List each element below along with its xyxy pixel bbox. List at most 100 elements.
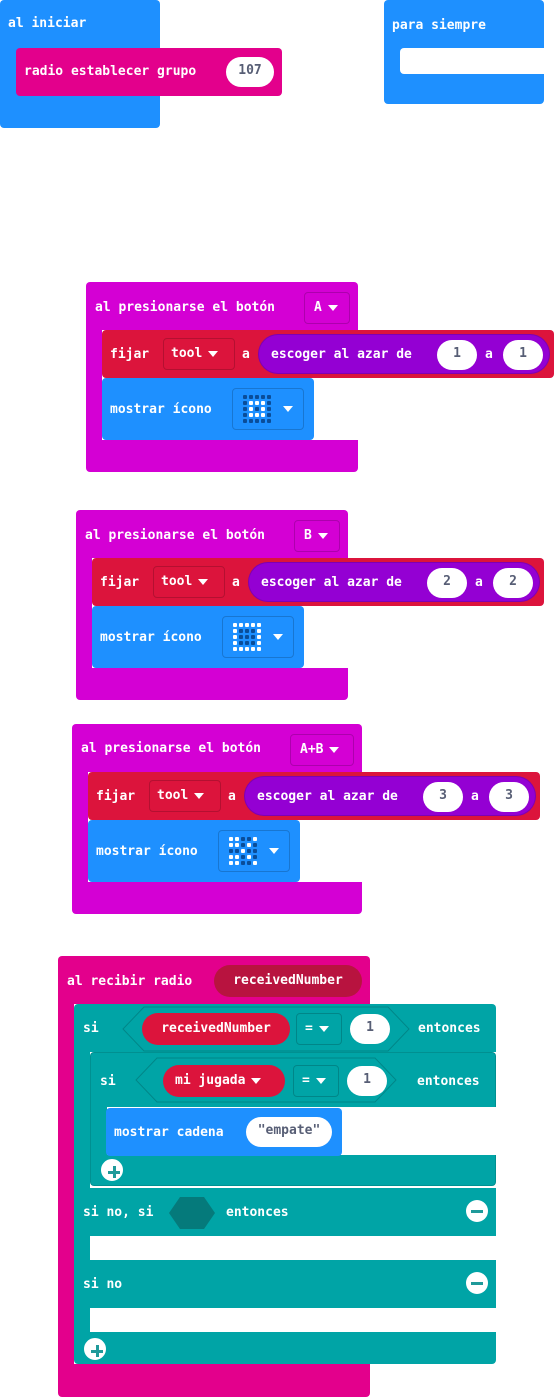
icon-dropdown[interactable] [218, 830, 290, 872]
show-icon-label: mostrar ícono [100, 630, 202, 645]
square-icon [232, 622, 264, 654]
fill-slot [90, 1308, 496, 1332]
radio-set-group-block[interactable]: radio establecer grupo 107 [16, 48, 282, 96]
show-icon-block-b[interactable]: mostrar ícono [92, 606, 304, 668]
icon-dropdown[interactable] [222, 616, 294, 658]
random-to-input[interactable]: 1 [503, 340, 543, 370]
random-to-input[interactable]: 2 [493, 568, 533, 598]
led-off [241, 837, 245, 841]
led-off [243, 401, 247, 405]
led-on [261, 401, 265, 405]
pick-random-block[interactable]: escoger al azar de 3 a 3 [244, 776, 536, 816]
led-on [257, 623, 261, 627]
led-on [255, 401, 259, 405]
tool-variable-dropdown[interactable]: tool [153, 566, 225, 598]
show-icon-label: mostrar ícono [110, 402, 212, 417]
chevron-down-icon [318, 1025, 329, 1032]
radio-group-number-input[interactable]: 107 [226, 57, 274, 87]
led-on [257, 629, 261, 633]
radio-set-group-label: radio establecer grupo [24, 64, 197, 79]
icon-dropdown[interactable] [232, 388, 304, 430]
pick-random-label: escoger al azar de [271, 347, 412, 362]
show-string-block[interactable]: mostrar cadena "empate" [106, 1108, 342, 1156]
received-number-param-label: receivedNumber [233, 973, 343, 988]
set-tool-block-ab[interactable]: fijar tool a escoger al azar de 3 a 3 [88, 772, 540, 820]
remove-else-icon[interactable] [466, 1272, 488, 1294]
random-to-input[interactable]: 3 [489, 782, 529, 812]
show-icon-block-a[interactable]: mostrar ícono [102, 378, 314, 440]
led-off [241, 861, 245, 865]
led-on [257, 635, 261, 639]
random-from-input[interactable]: 3 [423, 782, 463, 812]
led-off [251, 635, 255, 639]
to-label: a [228, 789, 236, 804]
led-on [257, 647, 261, 651]
led-off [245, 635, 249, 639]
received-number-param[interactable]: receivedNumber [214, 965, 362, 997]
set-tool-block-b[interactable]: fijar tool a escoger al azar de 2 a 2 [92, 558, 544, 606]
else-label: si no [83, 1277, 123, 1292]
tool-variable-dropdown[interactable]: tool [163, 338, 235, 370]
led-off [247, 837, 251, 841]
received-number-variable[interactable]: receivedNumber [142, 1013, 290, 1045]
led-off [243, 407, 247, 411]
forever-label: para siempre [392, 18, 486, 33]
led-on [235, 837, 239, 841]
inner-then-label: entonces [417, 1074, 480, 1089]
show-icon-block-ab[interactable]: mostrar ícono [88, 820, 300, 882]
button-b-dropdown[interactable]: B [294, 520, 340, 552]
chevron-down-icon [198, 578, 209, 585]
led-on [233, 635, 237, 639]
set-label: fijar [100, 575, 140, 590]
empty-condition-slot[interactable] [168, 1196, 216, 1230]
chevron-down-icon [269, 847, 279, 854]
forever-block[interactable]: para siempre [384, 0, 544, 104]
scissors-icon [228, 836, 260, 868]
pick-random-block[interactable]: escoger al azar de 2 a 2 [248, 562, 540, 602]
forever-empty-slot [400, 48, 544, 74]
random-from-input[interactable]: 2 [427, 568, 467, 598]
led-off [253, 843, 257, 847]
led-off [247, 861, 251, 865]
led-on [261, 413, 265, 417]
button-ab-dropdown[interactable]: A+B [290, 734, 354, 766]
led-off [245, 629, 249, 633]
set-tool-block-a[interactable]: fijar tool a escoger al azar de 1 a 1 [102, 330, 554, 378]
tool-variable-dropdown[interactable]: tool [149, 780, 221, 812]
add-else-if-icon[interactable] [84, 1338, 106, 1360]
led-on [249, 413, 253, 417]
pick-random-label: escoger al azar de [261, 575, 402, 590]
led-on [251, 623, 255, 627]
button-b-value: B [304, 528, 312, 543]
led-off [245, 641, 249, 645]
my-play-variable-dropdown[interactable]: mi jugada [163, 1065, 285, 1097]
led-on [233, 623, 237, 627]
chevron-down-icon [329, 746, 340, 753]
led-off [241, 843, 245, 847]
pick-random-block[interactable]: escoger al azar de 1 a 1 [258, 334, 550, 374]
led-off [253, 855, 257, 859]
led-on [239, 623, 243, 627]
button-a-dropdown[interactable]: A [304, 292, 350, 324]
led-on [257, 641, 261, 645]
inner-compare-value-input[interactable]: 1 [347, 1066, 387, 1096]
inner-operator-dropdown[interactable]: = [293, 1065, 339, 1097]
received-number-variable-label: receivedNumber [161, 1021, 271, 1036]
operator-dropdown[interactable]: = [296, 1013, 342, 1045]
random-from-input[interactable]: 1 [437, 340, 477, 370]
remove-else-if-icon[interactable] [466, 1200, 488, 1222]
my-play-variable-label: mi jugada [175, 1073, 246, 1088]
led-on [229, 861, 233, 865]
on-start-block[interactable]: al iniciar radio establecer grupo 107 [0, 0, 282, 128]
led-off [247, 849, 251, 853]
led-on [249, 401, 253, 405]
to-label: a [242, 347, 250, 362]
led-off [253, 849, 257, 853]
led-off [267, 413, 271, 417]
chevron-down-icon [283, 405, 293, 412]
compare-value-input[interactable]: 1 [350, 1014, 390, 1044]
led-off [249, 419, 253, 423]
show-string-input[interactable]: "empate" [246, 1117, 332, 1147]
led-on [245, 647, 249, 651]
add-else-icon[interactable] [101, 1159, 123, 1181]
